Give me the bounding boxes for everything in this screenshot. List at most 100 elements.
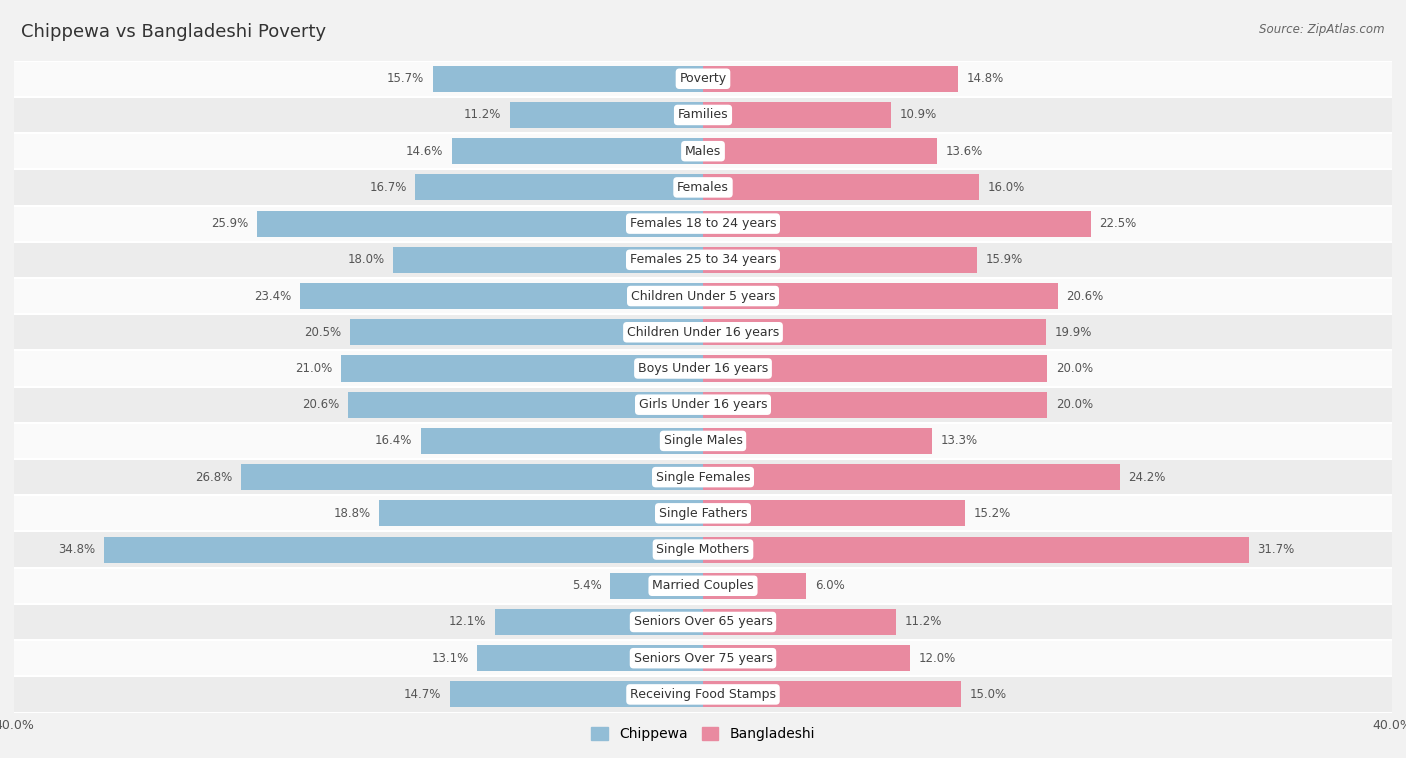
- Text: 15.9%: 15.9%: [986, 253, 1022, 266]
- Bar: [433, 66, 703, 92]
- Bar: [703, 645, 910, 672]
- Text: 13.6%: 13.6%: [946, 145, 983, 158]
- Text: 5.4%: 5.4%: [572, 579, 602, 592]
- Bar: [242, 464, 703, 490]
- Bar: [703, 573, 807, 599]
- Text: Males: Males: [685, 145, 721, 158]
- Text: Single Females: Single Females: [655, 471, 751, 484]
- Text: Females: Females: [678, 181, 728, 194]
- Text: Females 18 to 24 years: Females 18 to 24 years: [630, 217, 776, 230]
- Bar: [14, 459, 1392, 495]
- Bar: [14, 531, 1392, 568]
- Bar: [703, 537, 1249, 562]
- Text: Chippewa vs Bangladeshi Poverty: Chippewa vs Bangladeshi Poverty: [21, 23, 326, 41]
- Bar: [14, 604, 1392, 640]
- Text: 13.1%: 13.1%: [432, 652, 468, 665]
- Bar: [703, 464, 1119, 490]
- Text: 16.7%: 16.7%: [370, 181, 406, 194]
- Text: 16.0%: 16.0%: [987, 181, 1025, 194]
- Bar: [420, 428, 703, 454]
- Text: 16.4%: 16.4%: [374, 434, 412, 447]
- Text: 15.0%: 15.0%: [970, 688, 1007, 701]
- Bar: [478, 645, 703, 672]
- Bar: [14, 676, 1392, 713]
- Bar: [14, 97, 1392, 133]
- Bar: [14, 169, 1392, 205]
- Bar: [14, 242, 1392, 278]
- Text: Boys Under 16 years: Boys Under 16 years: [638, 362, 768, 375]
- Bar: [703, 319, 1046, 346]
- Bar: [380, 500, 703, 526]
- Text: Poverty: Poverty: [679, 72, 727, 85]
- Bar: [703, 138, 938, 164]
- Bar: [14, 568, 1392, 604]
- Bar: [14, 640, 1392, 676]
- Bar: [14, 387, 1392, 423]
- Bar: [610, 573, 703, 599]
- Text: Children Under 16 years: Children Under 16 years: [627, 326, 779, 339]
- Text: Married Couples: Married Couples: [652, 579, 754, 592]
- Bar: [14, 423, 1392, 459]
- Bar: [415, 174, 703, 200]
- Bar: [703, 283, 1057, 309]
- Bar: [299, 283, 703, 309]
- Text: 11.2%: 11.2%: [464, 108, 502, 121]
- Text: 18.0%: 18.0%: [347, 253, 384, 266]
- Text: 26.8%: 26.8%: [195, 471, 233, 484]
- Bar: [703, 609, 896, 635]
- Bar: [450, 681, 703, 707]
- Bar: [703, 247, 977, 273]
- Text: 21.0%: 21.0%: [295, 362, 333, 375]
- Text: Girls Under 16 years: Girls Under 16 years: [638, 398, 768, 411]
- Bar: [703, 681, 962, 707]
- Text: 20.0%: 20.0%: [1056, 398, 1094, 411]
- Bar: [703, 102, 891, 128]
- Text: 18.8%: 18.8%: [333, 507, 371, 520]
- Text: 10.9%: 10.9%: [900, 108, 936, 121]
- Text: 14.6%: 14.6%: [405, 145, 443, 158]
- Bar: [14, 314, 1392, 350]
- Bar: [14, 205, 1392, 242]
- Text: 20.5%: 20.5%: [304, 326, 342, 339]
- Text: 12.0%: 12.0%: [918, 652, 956, 665]
- Bar: [14, 61, 1392, 97]
- Text: Seniors Over 65 years: Seniors Over 65 years: [634, 615, 772, 628]
- Text: 6.0%: 6.0%: [815, 579, 845, 592]
- Text: Females 25 to 34 years: Females 25 to 34 years: [630, 253, 776, 266]
- Text: 22.5%: 22.5%: [1099, 217, 1136, 230]
- Text: 19.9%: 19.9%: [1054, 326, 1091, 339]
- Bar: [703, 174, 979, 200]
- Bar: [14, 350, 1392, 387]
- Bar: [104, 537, 703, 562]
- Bar: [14, 278, 1392, 314]
- Bar: [703, 500, 965, 526]
- Text: 13.3%: 13.3%: [941, 434, 977, 447]
- Text: Source: ZipAtlas.com: Source: ZipAtlas.com: [1260, 23, 1385, 36]
- Bar: [510, 102, 703, 128]
- Text: Families: Families: [678, 108, 728, 121]
- Bar: [257, 211, 703, 236]
- Text: 12.1%: 12.1%: [449, 615, 486, 628]
- Text: 20.0%: 20.0%: [1056, 362, 1094, 375]
- Text: Receiving Food Stamps: Receiving Food Stamps: [630, 688, 776, 701]
- Bar: [349, 392, 703, 418]
- Text: 31.7%: 31.7%: [1257, 543, 1295, 556]
- Bar: [703, 392, 1047, 418]
- Bar: [703, 356, 1047, 381]
- Bar: [342, 356, 703, 381]
- Legend: Chippewa, Bangladeshi: Chippewa, Bangladeshi: [591, 728, 815, 741]
- Bar: [392, 247, 703, 273]
- Bar: [495, 609, 703, 635]
- Bar: [14, 133, 1392, 169]
- Bar: [703, 428, 932, 454]
- Text: Single Males: Single Males: [664, 434, 742, 447]
- Text: Single Mothers: Single Mothers: [657, 543, 749, 556]
- Text: 20.6%: 20.6%: [1066, 290, 1104, 302]
- Text: 34.8%: 34.8%: [58, 543, 96, 556]
- Text: 14.8%: 14.8%: [966, 72, 1004, 85]
- Bar: [350, 319, 703, 346]
- Bar: [14, 495, 1392, 531]
- Bar: [703, 211, 1091, 236]
- Text: 25.9%: 25.9%: [211, 217, 249, 230]
- Text: 24.2%: 24.2%: [1129, 471, 1166, 484]
